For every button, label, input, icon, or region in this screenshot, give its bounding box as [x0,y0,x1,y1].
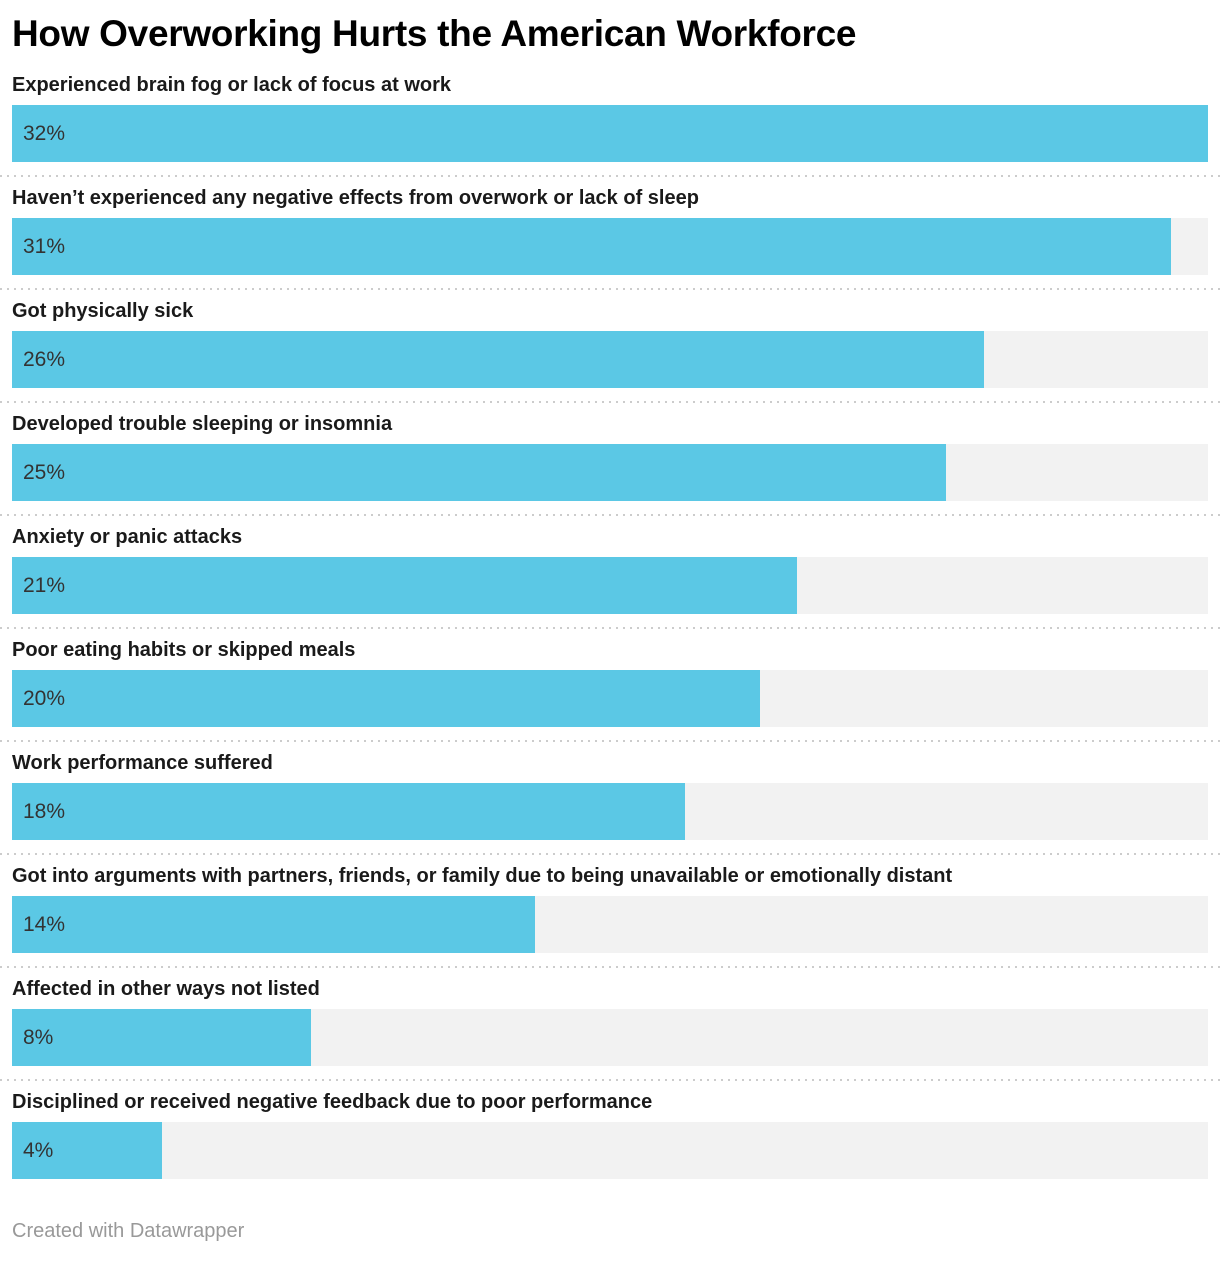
category-label: Poor eating habits or skipped meals [12,639,356,661]
value-label: 18% [23,799,66,823]
bar-row: Work performance suffered 18% [0,752,1220,840]
category-label: Anxiety or panic attacks [12,526,243,548]
value-label: 21% [23,573,66,597]
category-label: Got physically sick [12,300,194,322]
bar-row: Anxiety or panic attacks 21% [0,526,1220,614]
bar: 31% [12,218,1171,275]
row-separator [0,627,1220,629]
bar: 21% [12,557,797,614]
row-separator [0,1079,1220,1081]
bar-row: Developed trouble sleeping or insomnia 2… [0,413,1220,501]
row-separator [0,401,1220,403]
bar-track: 8% [12,1009,1208,1066]
category-label: Work performance suffered [12,752,273,774]
bar-row: Affected in other ways not listed 8% [0,978,1220,1066]
bar: 4% [12,1122,162,1179]
category-label: Experienced brain fog or lack of focus a… [12,74,451,96]
bar-track: 18% [12,783,1208,840]
value-label: 14% [23,912,66,936]
bar-track: 26% [12,331,1208,388]
category-label: Disciplined or received negative feedbac… [12,1091,653,1113]
row-separator [0,288,1220,290]
bar-track: 31% [12,218,1208,275]
datawrapper-attribution-link[interactable]: Created with Datawrapper [12,1220,245,1242]
row-separator [0,175,1220,177]
chart-title: How Overworking Hurts the American Workf… [12,13,857,54]
category-label: Developed trouble sleeping or insomnia [12,413,393,435]
attribution: Created with Datawrapper [12,1219,1208,1243]
bar-track: 25% [12,444,1208,501]
bar-row: Experienced brain fog or lack of focus a… [0,74,1220,162]
bar-chart: How Overworking Hurts the American Workf… [0,10,1220,1243]
value-label: 4% [23,1138,54,1162]
value-label: 32% [23,121,66,145]
value-label: 25% [23,460,66,484]
bar: 8% [12,1009,311,1066]
row-separator [0,853,1220,855]
bar: 32% [12,105,1208,162]
value-label: 26% [23,347,66,371]
category-label: Got into arguments with partners, friend… [12,865,953,887]
bar: 14% [12,896,536,953]
bar-row: Got into arguments with partners, friend… [0,865,1220,953]
bar: 25% [12,444,947,501]
bar: 18% [12,783,685,840]
category-label: Haven’t experienced any negative effects… [12,187,699,209]
bar-row: Poor eating habits or skipped meals 20% [0,639,1220,727]
bar-rows-container: Experienced brain fog or lack of focus a… [0,74,1220,1179]
bar-track: 4% [12,1122,1208,1179]
row-separator [0,514,1220,516]
bar-track: 20% [12,670,1208,727]
bar-row: Got physically sick 26% [0,300,1220,388]
bar: 20% [12,670,760,727]
row-separator [0,740,1220,742]
value-label: 20% [23,686,66,710]
row-separator [0,966,1220,968]
bar-track: 21% [12,557,1208,614]
bar-track: 14% [12,896,1208,953]
value-label: 8% [23,1025,54,1049]
category-label: Affected in other ways not listed [12,978,320,1000]
bar-row: Disciplined or received negative feedbac… [0,1091,1220,1179]
value-label: 31% [23,234,66,258]
bar: 26% [12,331,984,388]
bar-row: Haven’t experienced any negative effects… [0,187,1220,275]
bar-track: 32% [12,105,1208,162]
